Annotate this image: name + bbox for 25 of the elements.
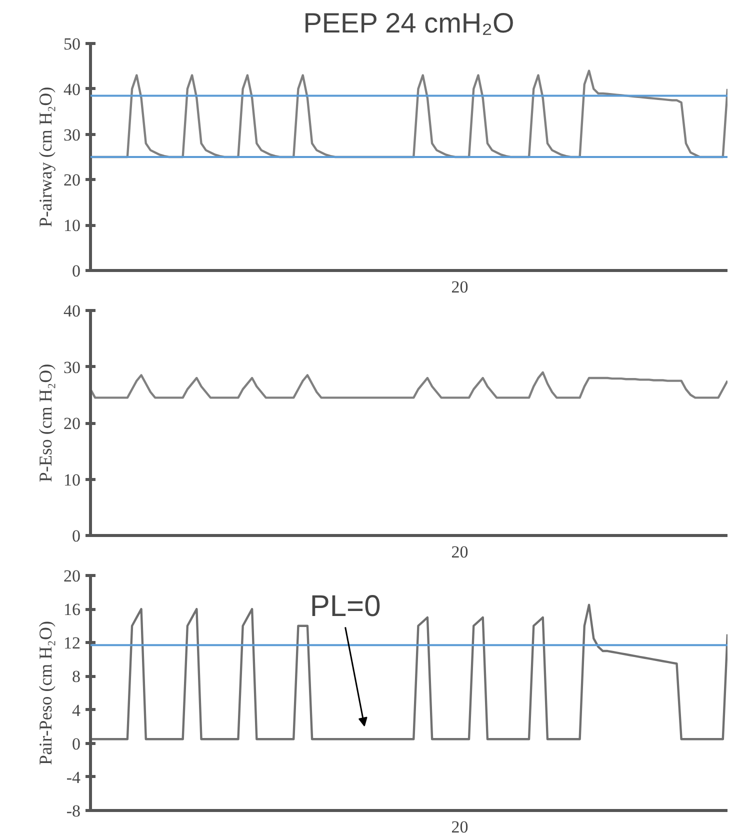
- y-tick-label: 30: [64, 125, 80, 144]
- y-axis-title: P-Eso (cm H₂O): [36, 364, 56, 482]
- y-tick-label: -4: [66, 768, 81, 787]
- y-tick-label: 20: [64, 566, 80, 586]
- annotation: PL=0: [310, 590, 381, 624]
- y-tick-label: 4: [72, 700, 81, 720]
- y-axis-title: P-airway (cm H₂O): [36, 86, 56, 228]
- line-series: [90, 371, 728, 399]
- y-tick-label: 0: [72, 262, 80, 280]
- y-tick-label: 20: [64, 414, 80, 433]
- y-tick-label: 0: [72, 734, 80, 754]
- y-tick-label: 30: [64, 358, 80, 377]
- y-tick-label: -8: [66, 802, 81, 820]
- y-tick-label: 16: [64, 600, 80, 620]
- y-tick-label: 8: [72, 667, 80, 686]
- y-tick-label: 20: [64, 170, 80, 190]
- y-tick-label: 0: [72, 526, 80, 546]
- y-tick-label: 10: [64, 470, 80, 490]
- y-axis-title: Pair-Peso (cm H₂O): [36, 621, 56, 765]
- y-tick-label: 12: [64, 634, 80, 653]
- y-tick-label: 40: [64, 302, 80, 320]
- y-tick-label: 40: [64, 80, 80, 99]
- chart-title: PEEP 24 cmH₂O: [303, 8, 514, 38]
- y-tick-label: 50: [64, 34, 80, 54]
- y-tick-label: 10: [64, 216, 80, 236]
